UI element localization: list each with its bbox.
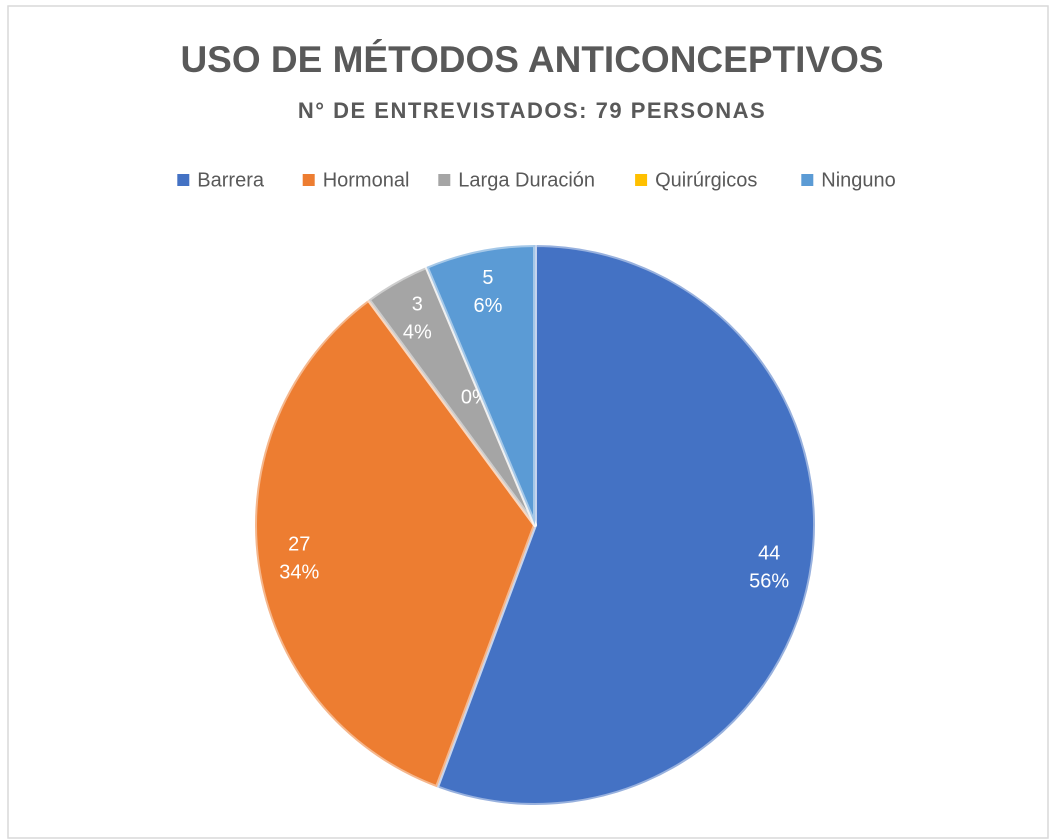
legend-swatch	[635, 174, 648, 186]
legend-swatch	[801, 174, 814, 186]
data-label-percent: 4%	[403, 321, 432, 343]
data-label-percent: 6%	[474, 295, 503, 317]
legend-swatch	[438, 174, 451, 186]
legend-label: Larga Duración	[458, 169, 595, 191]
pie-slice	[253, 297, 537, 790]
pie-slice	[424, 264, 537, 527]
data-label-percent: 34%	[279, 561, 319, 583]
data-label: 5	[482, 267, 493, 289]
chart-subtitle: N° DE ENTREVISTADOS: 79 PERSONAS	[298, 98, 766, 123]
chart-title: USO DE MÉTODOS ANTICONCEPTIVOS	[180, 39, 883, 80]
pie-slice	[424, 243, 537, 527]
legend-label: Ninguno	[821, 169, 896, 191]
data-label-percent: 56%	[749, 571, 789, 593]
pie-slice	[434, 243, 817, 807]
pie-slice	[366, 264, 537, 527]
legend-label: Quirúrgicos	[655, 169, 757, 191]
data-label: 3	[412, 293, 423, 315]
legend-swatch	[177, 174, 190, 186]
data-label: 27	[288, 533, 310, 555]
legend-label: Hormonal	[323, 169, 410, 191]
legend-swatch	[302, 174, 315, 186]
data-label: 44	[758, 543, 780, 565]
legend-label: Barrera	[197, 169, 265, 191]
